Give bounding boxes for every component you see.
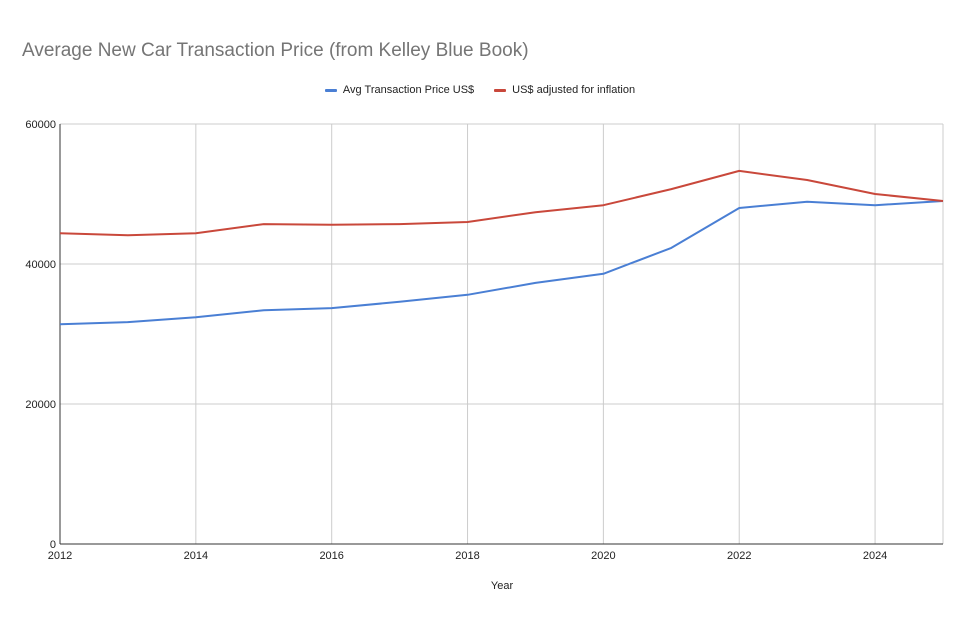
legend: Avg Transaction Price US$ US$ adjusted f…	[0, 84, 960, 96]
legend-label-avg-price: Avg Transaction Price US$	[342, 84, 475, 96]
x-tick-label: 2012	[48, 550, 72, 562]
series-line-1[interactable]	[59, 169, 944, 237]
gridlines	[60, 123, 944, 544]
x-tick-label: 2018	[455, 550, 479, 562]
y-tick-label: 60000	[25, 119, 56, 131]
legend-swatch-avg-price	[324, 88, 337, 92]
x-tick-label: 2014	[184, 550, 208, 562]
x-tick-label: 2020	[591, 550, 615, 562]
tick-labels: 0 20000 40000 60000 2012 2014 2016 2018 2020 2022…	[25, 119, 887, 562]
x-tick-label: 2022	[727, 550, 751, 562]
y-tick-label: 0	[50, 539, 56, 551]
legend-label-inflation-adjusted: US$ adjusted for inflation	[512, 84, 636, 96]
legend-item-avg-price[interactable]: Avg Transaction Price US$	[324, 84, 475, 96]
chart-title: Average New Car Transaction Price (from …	[22, 40, 529, 61]
series-lines	[59, 169, 944, 326]
x-tick-label: 2024	[863, 550, 887, 562]
y-tick-label: 20000	[25, 399, 56, 411]
axes	[59, 124, 943, 545]
series-line-0[interactable]	[59, 200, 944, 326]
y-tick-label: 40000	[25, 259, 56, 271]
x-tick-label: 2016	[319, 550, 343, 562]
legend-swatch-inflation-adjusted	[494, 88, 507, 92]
x-axis-label: Year	[491, 580, 514, 592]
legend-item-inflation-adjusted[interactable]: US$ adjusted for inflation	[494, 84, 635, 96]
